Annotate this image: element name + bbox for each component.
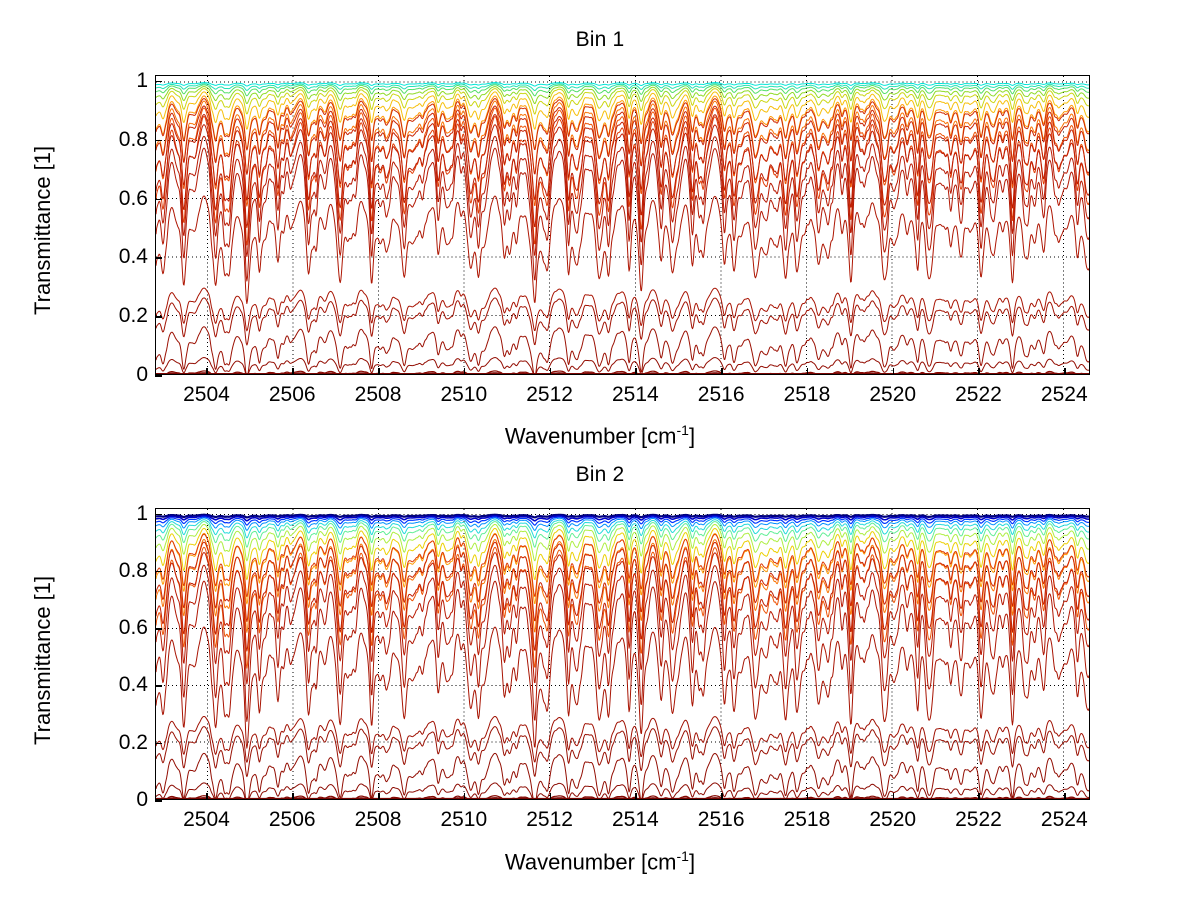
x-tick-mark: [206, 793, 208, 800]
y-tick-label: 0.6: [118, 186, 148, 210]
y-tick-label: 0.2: [118, 304, 148, 328]
x-tick-mark: [378, 368, 380, 375]
x-tick-mark: [635, 793, 637, 800]
y-tick-mark: [155, 513, 162, 516]
x-tick-label: 2524: [1040, 383, 1088, 406]
x-tick-label: 2524: [1040, 808, 1088, 831]
y-tick-mark: [155, 742, 162, 745]
x-tick-mark: [463, 368, 466, 375]
x-tick-mark: [292, 793, 294, 800]
y-tick-label: 0.4: [118, 673, 148, 697]
x-tick-label: 2516: [697, 808, 745, 831]
x-tick-mark: [892, 368, 895, 375]
y-tick-label: 0: [136, 363, 148, 386]
x-tick-label: 2512: [526, 808, 573, 831]
x-tick-label: 2504: [183, 808, 230, 831]
x-tick-label: 2522: [955, 383, 1002, 406]
x-tick-label: 2514: [612, 808, 659, 831]
x-tick-mark: [978, 793, 980, 800]
x-axis-label-bracket-bin-1: ]: [688, 423, 696, 449]
x-tick-label: 2510: [440, 383, 488, 406]
axes-bin-2: [155, 508, 1090, 800]
y-tick-label: 0.6: [118, 616, 148, 640]
subplot-bin-2: Bin 2 0 0.2 0.4 0.6 0.8 1 2504 2506 2508 2510 251…: [0, 455, 1200, 901]
y-tick-mark: [155, 800, 162, 802]
x-tick-mark: [892, 793, 895, 800]
y-tick-mark: [155, 628, 162, 630]
x-tick-label: 2522: [955, 808, 1002, 831]
x-axis-label-exponent-bin-1: -1: [676, 422, 689, 438]
plot-title-bin-2: Bin 2: [575, 463, 625, 486]
x-tick-mark: [1064, 368, 1066, 375]
x-tick-label: 2508: [354, 808, 402, 831]
x-tick-label: 2510: [440, 808, 488, 831]
spectra-lines-bin-1: [156, 76, 1089, 374]
y-axis-label-bin-1: Transmittance [1]: [30, 145, 55, 315]
y-tick-mark: [155, 80, 162, 83]
y-tick-mark: [155, 139, 162, 142]
x-tick-label: 2518: [783, 808, 831, 831]
x-tick-label: 2504: [183, 383, 230, 406]
x-tick-label: 2514: [612, 383, 659, 406]
x-tick-mark: [549, 793, 552, 800]
y-tick-mark: [155, 198, 162, 201]
x-tick-mark: [721, 368, 723, 375]
x-tick-mark: [806, 368, 809, 375]
y-tick-label: 0.2: [118, 730, 148, 754]
x-tick-mark: [463, 793, 466, 800]
axes-bin-1: [155, 75, 1090, 375]
x-axis-label-exponent-bin-2: -1: [676, 848, 689, 864]
x-axis-label-text-bin-2: Wavenumber [cm: [504, 849, 677, 875]
x-tick-mark: [721, 793, 723, 800]
x-tick-label: 2508: [354, 383, 402, 406]
x-tick-label: 2520: [869, 383, 917, 406]
y-tick-label: 1: [136, 501, 148, 525]
x-tick-mark: [1064, 793, 1066, 800]
y-tick-mark: [155, 257, 162, 259]
y-tick-label: 0.4: [118, 245, 148, 269]
y-axis-label-bin-2: Transmittance [1]: [30, 575, 55, 745]
subplot-bin-1: Bin 1 0 0.2 0.4 0.6 0.8 1 2504 2506 2508 2510 251…: [0, 28, 1200, 449]
x-tick-mark: [549, 368, 552, 375]
x-axis-label-bin-1: Wavenumber [cm-1]: [0, 422, 1200, 449]
y-tick-label: 1: [136, 68, 148, 92]
y-tick-mark: [155, 685, 162, 687]
x-axis-label-bracket-bin-2: ]: [688, 849, 696, 875]
x-tick-label: 2516: [697, 383, 745, 406]
y-tick-mark: [155, 375, 162, 377]
x-tick-mark: [378, 793, 380, 800]
y-tick-label: 0.8: [118, 558, 148, 582]
x-tick-label: 2512: [526, 383, 573, 406]
x-tick-label: 2518: [783, 383, 831, 406]
x-tick-mark: [978, 368, 980, 375]
x-tick-label: 2520: [869, 808, 917, 831]
y-tick-label: 0.8: [118, 127, 148, 151]
x-axis-label-text-bin-1: Wavenumber [cm: [504, 423, 677, 449]
y-tick-mark: [155, 570, 162, 573]
x-tick-mark: [635, 368, 637, 375]
x-tick-mark: [806, 793, 809, 800]
spectra-lines-bin-2: [156, 509, 1089, 799]
x-tick-label: 2506: [268, 808, 316, 831]
y-tick-label: 0: [136, 788, 148, 811]
y-tick-mark: [155, 316, 162, 318]
x-axis-label-bin-2: Wavenumber [cm-1]: [0, 848, 1200, 875]
x-tick-mark: [292, 368, 294, 375]
x-tick-label: 2506: [268, 383, 316, 406]
plot-title-bin-1: Bin 1: [575, 28, 625, 51]
x-tick-mark: [206, 368, 208, 375]
